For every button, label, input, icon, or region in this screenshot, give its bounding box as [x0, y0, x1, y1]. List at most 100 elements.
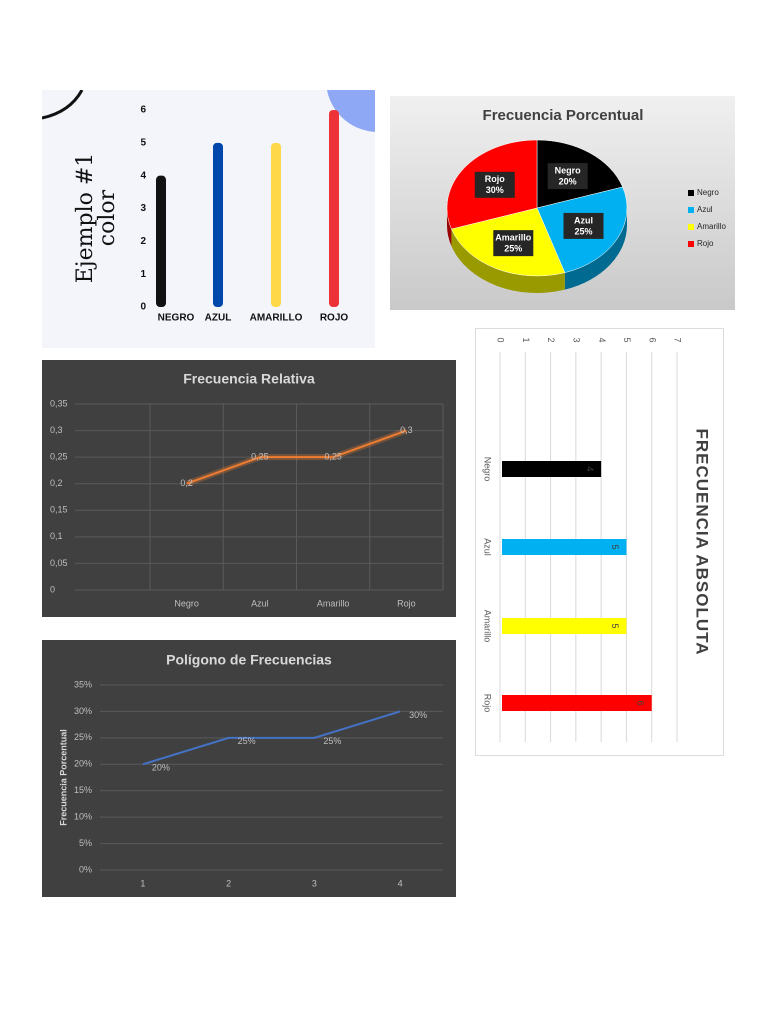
pie-slice-side: [564, 208, 627, 290]
chart-title: Polígono de Frecuencias: [166, 652, 332, 668]
data-label: 25%: [575, 226, 593, 236]
legend-label: Rojo: [697, 239, 714, 248]
y-tick-label: 0: [50, 584, 55, 594]
data-label: 0,2: [180, 478, 193, 488]
y-tick-label: Amarillo: [483, 610, 493, 643]
data-label: 30%: [486, 185, 504, 195]
data-label-box: [474, 171, 515, 198]
x-tick-label: ROJO: [320, 313, 349, 324]
x-tick-label: 1: [521, 337, 531, 342]
x-tick-label: Rojo: [397, 598, 416, 608]
x-tick-label: 4: [597, 337, 607, 342]
y-tick-label: 25%: [74, 732, 92, 742]
y-tick-label: 0: [140, 302, 146, 313]
data-label: 25%: [238, 736, 256, 746]
legend-label: Azul: [697, 205, 713, 214]
data-label-box: [493, 230, 534, 257]
y-tick-label: 1: [140, 269, 146, 280]
y-tick-label: 6: [140, 105, 146, 116]
legend-label: Negro: [697, 188, 719, 197]
data-label: 20%: [559, 176, 577, 186]
data-label: 0,3: [400, 425, 413, 435]
y-tick-label: 2: [140, 236, 146, 247]
x-tick-label: AZUL: [205, 313, 232, 324]
x-tick-label: AMARILLO: [250, 313, 303, 324]
chart-title: Frecuencia Relativa: [183, 371, 315, 387]
legend-swatch: [688, 241, 694, 247]
data-label: Rojo: [485, 174, 505, 184]
x-tick-label: 6: [647, 337, 657, 342]
legend-label: Amarillo: [697, 222, 726, 231]
data-label: 20%: [152, 763, 170, 773]
panel: [42, 90, 375, 348]
y-tick-label: Azul: [483, 538, 493, 556]
y-tick-label: 3: [140, 203, 146, 214]
y-tick-label: 0,05: [50, 558, 68, 568]
data-label: 6: [635, 700, 645, 705]
x-tick-label: NEGRO: [158, 313, 195, 324]
bar: [502, 695, 652, 711]
x-tick-label: 7: [673, 337, 683, 342]
chart-title: FRECUENCIA ABSOLUTA: [693, 428, 712, 655]
y-tick-label: 0,2: [50, 478, 63, 488]
y-tick-label: Rojo: [483, 694, 493, 713]
x-tick-label: Negro: [174, 598, 199, 608]
bar: [502, 539, 627, 555]
pie-slice-side: [451, 229, 565, 293]
line: [142, 710, 401, 766]
x-tick-label: 2: [226, 878, 231, 888]
y-axis-label: Frecuencia Porcentual: [58, 729, 68, 826]
bar: [502, 618, 627, 634]
y-tick-label: 5: [140, 137, 146, 148]
bar: [213, 142, 223, 307]
y-tick-label: 0,15: [50, 505, 68, 515]
legend-swatch: [688, 224, 694, 230]
data-label: 4: [585, 466, 595, 471]
y-tick-label: 4: [140, 170, 146, 181]
y-tick-label: 10%: [74, 812, 92, 822]
chart-title: Ejemplo #1: [73, 153, 98, 284]
decoration: [42, 90, 375, 132]
y-tick-label: 0,3: [50, 425, 63, 435]
legend-swatch: [688, 207, 694, 213]
x-tick-label: 1: [140, 878, 145, 888]
x-tick-label: Azul: [251, 598, 269, 608]
data-label: 25%: [504, 244, 522, 254]
pie-slice-side: [447, 208, 452, 247]
data-label: 0,25: [324, 452, 342, 462]
y-tick-label: 30%: [74, 706, 92, 716]
x-tick-label: 4: [398, 878, 403, 888]
y-tick-label: 5%: [79, 838, 92, 848]
y-tick-label: 0,35: [50, 398, 68, 408]
x-tick-label: Amarillo: [317, 598, 350, 608]
y-tick-label: 20%: [74, 759, 92, 769]
data-label: Azul: [574, 215, 593, 225]
x-tick-label: 5: [622, 337, 632, 342]
chart-subtitle: color: [95, 189, 120, 246]
data-label: Negro: [555, 165, 582, 175]
data-label: 0,25: [251, 452, 269, 462]
x-tick-label: 3: [571, 337, 581, 342]
panel: [42, 360, 456, 617]
x-tick-label: 3: [312, 878, 317, 888]
x-tick-label: 0: [496, 337, 506, 342]
y-tick-label: 35%: [74, 679, 92, 689]
chart-title: Frecuencia Porcentual: [483, 107, 644, 124]
y-tick-label: Negro: [483, 457, 493, 482]
y-tick-label: 0,1: [50, 531, 63, 541]
y-tick-label: 15%: [74, 785, 92, 795]
data-label: 5: [610, 544, 620, 549]
data-label-box: [563, 212, 604, 239]
data-label: Amarillo: [495, 233, 532, 243]
y-tick-label: 0,25: [50, 452, 68, 462]
bar: [329, 110, 339, 307]
line: [186, 429, 407, 485]
y-tick-label: 0%: [79, 864, 92, 874]
panel: [42, 640, 456, 897]
data-label-box: [547, 163, 588, 190]
data-label: 30%: [409, 710, 427, 720]
x-tick-label: 2: [546, 337, 556, 342]
legend-swatch: [688, 190, 694, 196]
data-label: 25%: [323, 736, 341, 746]
